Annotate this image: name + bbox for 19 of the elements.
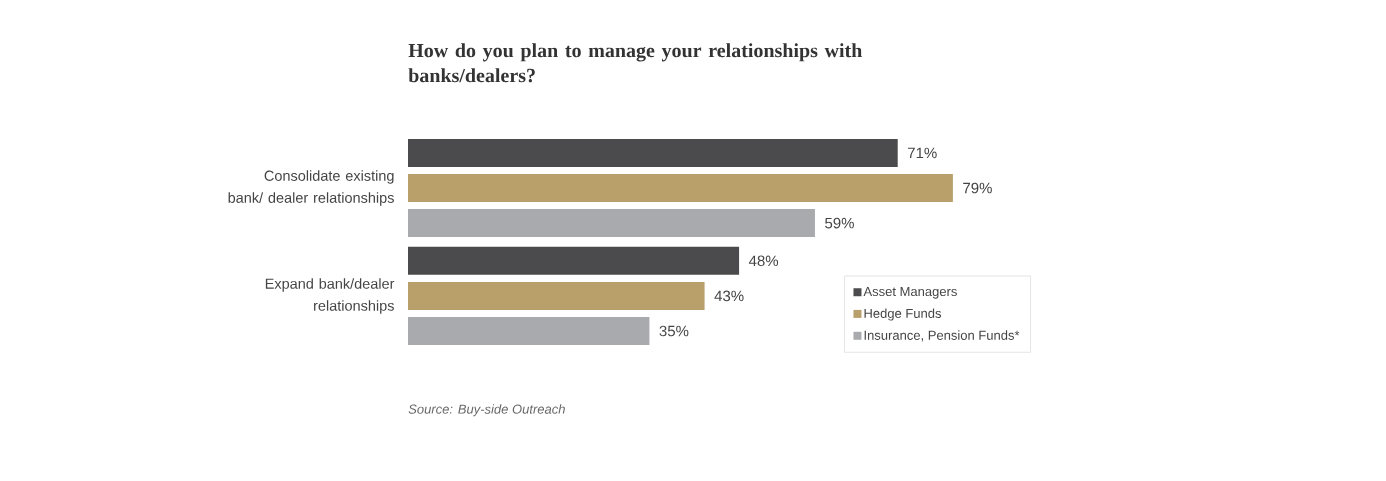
source-note: Source: Buy-side Outreach: [408, 404, 565, 417]
data-label: 35%: [659, 325, 689, 337]
y-tick-label: Expand bank/dealer relationships: [265, 278, 395, 314]
chart-title: How do you plan to manage your relationships with banks/dealers?: [408, 43, 863, 83]
legend-label: Insurance, Pension Funds*: [864, 330, 1020, 342]
y-tick-label: Consolidate existing bank/ dealer relationships: [228, 170, 394, 206]
legend-label: Hedge Funds: [864, 308, 942, 321]
data-label: 48%: [748, 255, 779, 267]
bar: [408, 246, 740, 275]
bar: [408, 281, 705, 310]
data-label: 59%: [825, 217, 854, 229]
data-label: 71%: [908, 147, 937, 159]
data-label: 43%: [714, 290, 744, 302]
legend-label: Asset Managers: [863, 287, 957, 299]
bar: [408, 174, 953, 202]
bar: [408, 209, 815, 238]
data-label: 79%: [963, 182, 992, 194]
bar: [408, 317, 650, 345]
bar: [408, 138, 898, 167]
